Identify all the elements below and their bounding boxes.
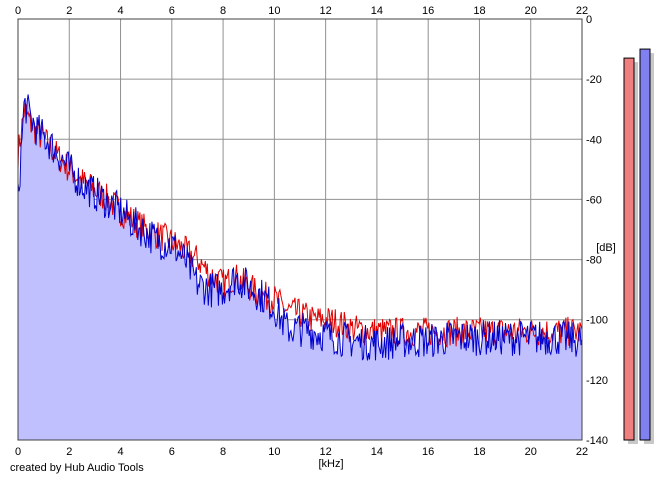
x-tick-label: 16 <box>422 5 434 17</box>
x-tick-label: 20 <box>525 5 537 17</box>
credit-text: created by Hub Audio Tools <box>10 462 144 474</box>
x-tick-label: 0 <box>15 5 21 17</box>
x-tick-label: 6 <box>169 446 175 458</box>
y-axis-label: [dB] <box>596 242 616 254</box>
x-tick-label: 2 <box>66 446 72 458</box>
x-tick-label: 14 <box>371 5 383 17</box>
x-tick-label: 22 <box>576 446 588 458</box>
y-tick-label: -20 <box>586 74 602 86</box>
blue-spectrum-line <box>17 94 583 361</box>
y-tick-labels: 0 -20 -40 -60 -80 -100 -120 -140 <box>586 14 608 447</box>
level-meters <box>623 48 654 444</box>
x-tick-label: 10 <box>268 5 280 17</box>
y-tick-label: -40 <box>586 134 602 146</box>
level-bar-red <box>623 57 635 441</box>
x-tick-label: 12 <box>320 5 332 17</box>
x-tick-label: 6 <box>169 5 175 17</box>
y-tick-label: 0 <box>586 14 592 26</box>
y-tick-label: -80 <box>586 255 602 267</box>
y-tick-label: -60 <box>586 194 602 206</box>
x-axis-label: [kHz] <box>318 458 343 470</box>
blue-spectrum-fill <box>18 94 582 441</box>
x-tick-label: 4 <box>117 5 123 17</box>
x-tick-label: 14 <box>371 446 383 458</box>
x-tick-label: 8 <box>220 5 226 17</box>
x-tick-label: 18 <box>473 446 485 458</box>
x-tick-labels-top: 0 2 4 6 8 10 12 14 16 18 20 22 <box>15 5 588 17</box>
x-tick-label: 22 <box>576 5 588 17</box>
x-tick-label: 12 <box>320 446 332 458</box>
plot-frame <box>17 18 583 441</box>
x-tick-label: 0 <box>15 446 21 458</box>
x-tick-label: 16 <box>422 446 434 458</box>
y-tick-label: -140 <box>586 435 608 447</box>
x-tick-label: 10 <box>268 446 280 458</box>
x-tick-label: 20 <box>525 446 537 458</box>
x-tick-label: 2 <box>66 5 72 17</box>
x-tick-label: 4 <box>117 446 123 458</box>
x-tick-label: 18 <box>473 5 485 17</box>
x-tick-labels-bottom: 0 2 4 6 8 10 12 14 16 18 20 22 <box>15 446 588 458</box>
red-spectrum-line <box>17 102 583 349</box>
x-tick-label: 8 <box>220 446 226 458</box>
level-bar-blue <box>639 48 651 441</box>
y-tick-label: -100 <box>586 315 608 327</box>
y-tick-label: -120 <box>586 375 608 387</box>
